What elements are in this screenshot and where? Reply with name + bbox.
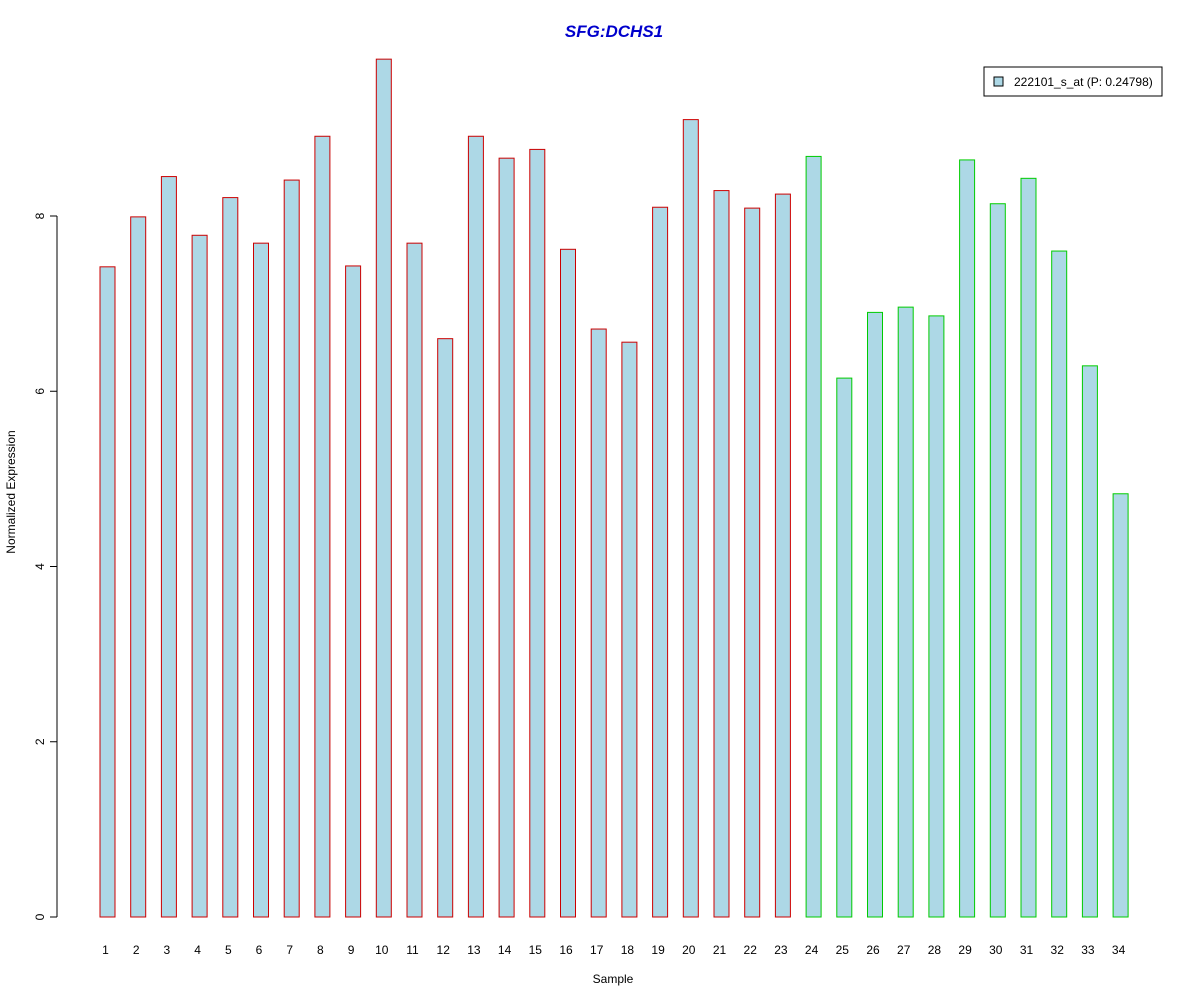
x-tick-label: 30	[989, 943, 1003, 957]
bar-sample-22	[744, 207, 761, 918]
bar-sample-5	[222, 197, 239, 918]
y-tick-label: 4	[33, 563, 47, 570]
legend-box	[983, 66, 1163, 97]
bar-sample-9	[345, 265, 362, 918]
bar-sample-14	[498, 157, 515, 918]
bar-sample-2	[130, 216, 147, 918]
x-tick-label: 21	[713, 943, 727, 957]
bar-sample-6	[253, 242, 269, 918]
x-tick-label: 4	[194, 943, 201, 957]
x-tick-label: 26	[866, 943, 880, 957]
bar-sample-19	[652, 206, 669, 918]
bars-group	[99, 58, 1129, 918]
bar-sample-32	[1051, 250, 1068, 918]
x-tick-labels: 1 2 3 4 5 6 7 8 9 10 11 12 13 14 15 16 17 18 19 20 21 22 23 24 2…	[102, 943, 1125, 957]
x-tick-label: 28	[928, 943, 942, 957]
bar-sample-23	[774, 193, 791, 918]
bar-sample-8	[314, 135, 331, 918]
x-tick-label: 5	[225, 943, 232, 957]
legend: 222101_s_at (P: 0.24798)	[983, 66, 1163, 97]
x-tick-label: 25	[836, 943, 850, 957]
x-tick-label: 10	[375, 943, 389, 957]
x-tick-label: 2	[133, 943, 140, 957]
x-tick-label: 15	[529, 943, 543, 957]
x-tick-label: 20	[682, 943, 696, 957]
y-axis-label: Normalized Expression	[4, 430, 18, 553]
x-tick-label: 31	[1020, 943, 1034, 957]
x-tick-label: 33	[1081, 943, 1095, 957]
x-tick-label: 24	[805, 943, 819, 957]
bar-sample-3	[160, 176, 177, 918]
bar-sample-26	[867, 311, 883, 918]
x-tick-label: 17	[590, 943, 604, 957]
x-tick-label: 3	[164, 943, 171, 957]
bar-sample-13	[467, 135, 484, 918]
bar-sample-10	[375, 58, 392, 918]
x-tick-label: 13	[467, 943, 481, 957]
x-tick-label: 11	[406, 943, 419, 957]
x-tick-label: 22	[744, 943, 758, 957]
bar-sample-31	[1020, 177, 1037, 918]
bar-sample-30	[989, 203, 1006, 918]
bar-sample-16	[560, 248, 576, 918]
chart-title: SFG:DCHS1	[565, 22, 663, 41]
y-axis: 0 2 4 6 8	[33, 212, 58, 920]
bar-sample-4	[191, 234, 208, 918]
x-tick-label: 12	[437, 943, 451, 957]
y-tick-label: 2	[33, 738, 47, 745]
bar-sample-1	[99, 266, 116, 918]
x-tick-label: 23	[774, 943, 788, 957]
bar-sample-7	[283, 179, 300, 918]
bar-sample-11	[406, 242, 423, 918]
bar-sample-33	[1081, 365, 1098, 918]
y-tick-label: 6	[33, 388, 47, 395]
x-tick-label: 8	[317, 943, 324, 957]
bar-sample-27	[897, 306, 914, 918]
bar-sample-12	[437, 338, 454, 918]
x-tick-label: 1	[102, 943, 109, 957]
bar-sample-20	[682, 119, 699, 918]
y-tick-label: 8	[33, 212, 47, 219]
x-tick-label: 16	[559, 943, 573, 957]
bar-sample-21	[713, 190, 730, 918]
bar-sample-29	[959, 159, 976, 918]
legend-swatch	[993, 76, 1004, 87]
x-axis-label: Sample	[593, 972, 634, 986]
legend-label: 222101_s_at (P: 0.24798)	[1014, 75, 1153, 89]
bar-sample-15	[529, 148, 546, 918]
bar-sample-28	[928, 315, 945, 918]
x-tick-label: 29	[958, 943, 972, 957]
x-tick-label: 34	[1112, 943, 1126, 957]
x-tick-label: 19	[651, 943, 665, 957]
x-tick-label: 18	[621, 943, 635, 957]
x-tick-label: 9	[348, 943, 355, 957]
bar-sample-17	[590, 328, 607, 918]
bar-sample-24	[805, 155, 822, 918]
x-tick-label: 7	[286, 943, 293, 957]
y-tick-label: 0	[33, 913, 47, 920]
x-tick-label: 27	[897, 943, 911, 957]
x-tick-label: 32	[1051, 943, 1065, 957]
bar-sample-34	[1112, 493, 1129, 918]
x-tick-label: 14	[498, 943, 512, 957]
bar-sample-18	[621, 341, 638, 918]
x-tick-label: 6	[256, 943, 263, 957]
bar-sample-25	[836, 377, 853, 918]
